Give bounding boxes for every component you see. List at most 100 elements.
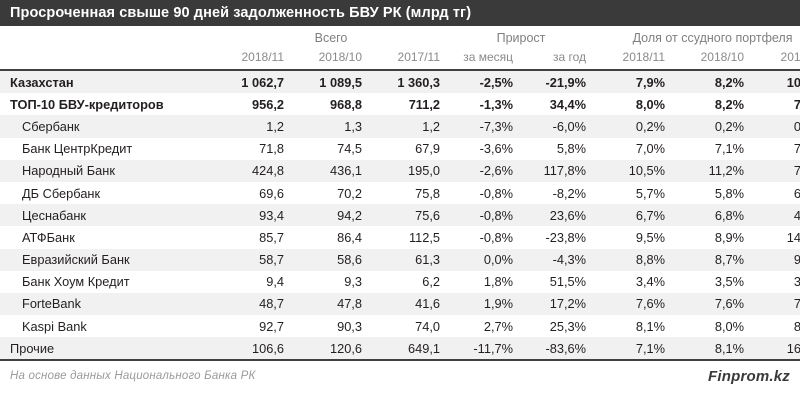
cell-value: 956,2: [214, 93, 292, 116]
header-col-share-2017-11: 2017/11: [752, 47, 800, 70]
cell-value: 968,8: [292, 93, 370, 116]
table-row: Банк ЦентрКредит 71,8 74,5 67,9 -3,6% 5,8% 7,0…: [0, 137, 800, 160]
cell-value: 5,8%: [673, 181, 753, 205]
cell-value: 1 360,3: [370, 68, 449, 94]
cell-value: 92,7: [214, 315, 292, 338]
cell-value: 1,2: [214, 115, 292, 138]
cell-value: 58,7: [214, 248, 292, 271]
cell-value: -0,8%: [448, 226, 522, 249]
table-row: ДБ Сбербанк 69,6 70,2 75,8 -0,8% -8,2% 5,7% 5,8…: [0, 181, 800, 205]
cell-value: 7,6%: [673, 292, 753, 316]
header-group-share: Доля от ссудного портфеля: [594, 26, 800, 47]
cell-value: 8,8%: [594, 248, 674, 271]
table-body: Казахстан 1 062,7 1 089,5 1 360,3 -2,5% -21,9…: [0, 68, 800, 362]
header-group-blank: [0, 26, 214, 47]
cell-value: -3,6%: [448, 137, 522, 160]
cell-value: 10,0%: [752, 68, 800, 94]
cell-value: 8,0%: [673, 315, 753, 338]
row-label: Народный Банк: [0, 159, 214, 182]
cell-value: 67,9: [370, 137, 449, 160]
row-label: Kaspi Bank: [0, 315, 214, 338]
cell-value: 47,8: [292, 292, 370, 316]
cell-value: -1,3%: [448, 93, 522, 116]
header-col-total-2017-11: 2017/11: [370, 47, 449, 70]
figure-footer: На основе данных Национального Банка РК …: [0, 361, 800, 391]
row-label: АТФБанк: [0, 226, 214, 249]
header-col-total-2018-11: 2018/11: [214, 47, 292, 70]
cell-value: 8,9%: [673, 226, 753, 249]
cell-value: 23,6%: [521, 204, 595, 227]
cell-value: 1 062,7: [214, 68, 292, 94]
cell-value: 6,7%: [594, 204, 674, 227]
cell-value: 11,2%: [673, 159, 753, 182]
cell-value: 3,4%: [752, 270, 800, 293]
table-row: ТОП-10 БВУ-кредиторов 956,2 968,8 711,2 -1,3…: [0, 93, 800, 116]
cell-value: 6,2: [370, 270, 449, 293]
cell-value: 8,1%: [594, 315, 674, 338]
header-col-growth-year: за год: [521, 47, 595, 70]
cell-value: 424,8: [214, 159, 292, 182]
cell-value: 1,9%: [448, 292, 522, 316]
cell-value: 94,2: [292, 204, 370, 227]
table-row: Народный Банк 424,8 436,1 195,0 -2,6% 117,8% 1…: [0, 159, 800, 182]
cell-value: 6,8%: [673, 204, 753, 227]
cell-value: 5,7%: [594, 181, 674, 205]
cell-value: 75,6: [370, 204, 449, 227]
cell-value: 9,7%: [752, 248, 800, 271]
cell-value: 8,2%: [673, 68, 753, 94]
cell-value: 7,2%: [752, 93, 800, 116]
cell-value: 7,9%: [594, 68, 674, 94]
header-col-share-2018-11: 2018/11: [594, 47, 674, 70]
cell-value: 117,8%: [521, 159, 595, 182]
cell-value: 69,6: [214, 181, 292, 205]
figure-title: Просроченная свыше 90 дней задолженность…: [0, 0, 800, 26]
table-row: Kaspi Bank 92,7 90,3 74,0 2,7% 25,3% 8,1% 8,0% 8…: [0, 315, 800, 338]
table-row: ForteBank48,747,841,61,9%17,2%7,6%7,6%7,…: [0, 292, 800, 316]
cell-value: 112,5: [370, 226, 449, 249]
row-label: Цеснабанк: [0, 204, 214, 227]
header-group-row: Всего Прирост Доля от ссудного портфеля: [0, 26, 800, 47]
cell-value: 10,5%: [594, 159, 674, 182]
table-row: Цеснабанк 93,4 94,2 75,6 -0,8% 23,6% 6,7% 6,8% 4…: [0, 204, 800, 227]
table-row: Банк Хоум Кредит 9,4 9,3 6,2 1,8% 51,5% 3,4% 3,…: [0, 270, 800, 293]
cell-value: 7,2%: [752, 292, 800, 316]
cell-value: 7,1%: [673, 137, 753, 160]
cell-value: 93,4: [214, 204, 292, 227]
cell-value: 7,1%: [594, 337, 674, 362]
cell-value: 4,4%: [752, 204, 800, 227]
cell-value: 1 089,5: [292, 68, 370, 94]
row-label: Банк Хоум Кредит: [0, 270, 214, 293]
cell-value: 3,4%: [594, 270, 674, 293]
header-group-growth: Прирост: [448, 26, 595, 47]
table-row: Казахстан 1 062,7 1 089,5 1 360,3 -2,5% -21,9…: [0, 68, 800, 94]
cell-value: -23,8%: [521, 226, 595, 249]
cell-value: 5,8%: [521, 137, 595, 160]
row-label: Евразийский Банк: [0, 248, 214, 271]
cell-value: 0,2%: [673, 115, 753, 138]
cell-value: 8,1%: [673, 337, 753, 362]
header-col-share-2018-10: 2018/10: [673, 47, 753, 70]
cell-value: 61,3: [370, 248, 449, 271]
cell-value: -2,5%: [448, 68, 522, 94]
row-label: Прочие: [0, 337, 214, 362]
cell-value: -0,8%: [448, 181, 522, 205]
cell-value: 14,0%: [752, 226, 800, 249]
cell-value: 2,7%: [448, 315, 522, 338]
cell-value: 34,4%: [521, 93, 595, 116]
cell-value: 74,5: [292, 137, 370, 160]
cell-value: 649,1: [370, 337, 449, 362]
cell-value: 9,4: [214, 270, 292, 293]
cell-value: 8,7%: [673, 248, 753, 271]
cell-value: 436,1: [292, 159, 370, 182]
cell-value: 48,7: [214, 292, 292, 316]
header-col-0: [0, 47, 214, 70]
row-label: ТОП-10 БВУ-кредиторов: [0, 93, 214, 116]
cell-value: 7,0%: [594, 137, 674, 160]
cell-value: -83,6%: [521, 337, 595, 362]
cell-value: 85,7: [214, 226, 292, 249]
header-group-total: Всего: [214, 26, 449, 47]
cell-value: -6,0%: [521, 115, 595, 138]
table-head: Всего Прирост Доля от ссудного портфеля …: [0, 26, 800, 70]
cell-value: 74,0: [370, 315, 449, 338]
